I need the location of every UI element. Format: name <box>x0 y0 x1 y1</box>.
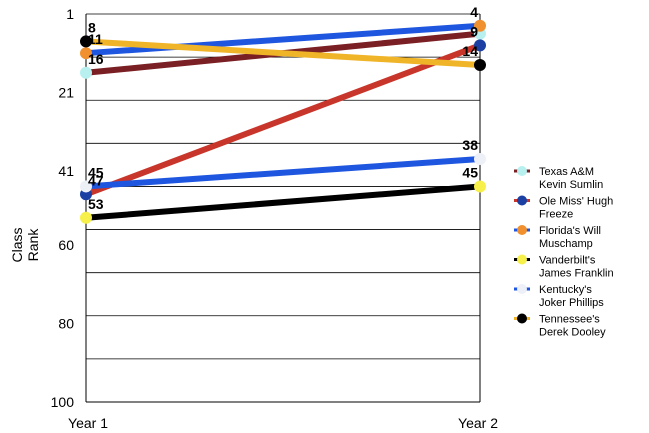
legend-label: Kentucky's <box>539 284 592 296</box>
grid-lines <box>86 13 481 403</box>
data-point <box>474 39 486 52</box>
legend-marker-swatch <box>517 313 527 324</box>
legend-label: Joker Phillips <box>539 297 604 309</box>
x-tick-label: Year 2 <box>458 415 498 431</box>
data-label: 8 <box>88 19 96 35</box>
y-tick-label: 80 <box>58 316 74 332</box>
x-tick-label: Year 1 <box>68 415 108 431</box>
data-point <box>80 47 92 60</box>
legend-label: Derek Dooley <box>539 327 606 339</box>
data-label: 9 <box>470 23 478 39</box>
data-label: 4 <box>470 4 478 20</box>
legend-label: Florida's Will <box>539 225 601 237</box>
y-tick-label: 1 <box>66 6 74 22</box>
axes <box>85 14 480 403</box>
series-markers <box>80 19 486 224</box>
data-point <box>80 180 92 193</box>
y-axis-label-line: Class <box>9 227 25 262</box>
legend-label: Muschamp <box>539 238 593 250</box>
data-label: 16 <box>88 51 104 67</box>
y-tick-label: 41 <box>58 163 74 179</box>
legend-label: James Franklin <box>539 268 614 280</box>
series-line <box>83 183 483 221</box>
data-point <box>474 58 486 71</box>
data-point <box>80 35 92 48</box>
data-label: 45 <box>88 164 104 180</box>
series-line <box>83 22 483 57</box>
y-tick-label: 21 <box>58 84 74 100</box>
series-line <box>83 156 483 190</box>
data-label: 45 <box>462 164 478 180</box>
series-line <box>83 38 483 68</box>
data-label: 11 <box>88 31 103 47</box>
data-point <box>474 153 486 166</box>
legend-label: Texas A&M <box>539 166 594 178</box>
legend-label: Freeze <box>539 209 573 221</box>
data-point <box>80 211 92 224</box>
y-axis-label-line: Rank <box>25 228 41 262</box>
series-line <box>83 42 483 198</box>
legend-marker-swatch <box>517 166 527 176</box>
series-lines <box>83 22 483 221</box>
legend-label: Tennessee's <box>539 314 600 326</box>
data-label: 14 <box>462 43 478 59</box>
data-point <box>80 66 92 79</box>
y-axis-label: Class Rank <box>9 227 41 262</box>
y-tick-label: 60 <box>58 237 74 253</box>
legend-label: Vanderbilt's <box>539 255 596 267</box>
y-tick-labels: 1 21 41 60 80 100 <box>51 6 75 410</box>
y-axis-title: Class Rank <box>9 227 41 262</box>
legend-marker-swatch <box>517 284 527 294</box>
legend-label: Kevin Sumlin <box>539 179 603 191</box>
data-label: 38 <box>462 137 478 153</box>
data-point <box>474 19 486 32</box>
legend-marker-swatch <box>517 195 527 206</box>
data-label: 47 <box>88 172 104 188</box>
x-tick-labels: Year 1 Year 2 <box>68 415 498 431</box>
y-tick-label: 100 <box>51 394 75 410</box>
legend-label: Ole Miss' Hugh <box>539 196 613 208</box>
data-point <box>474 180 486 193</box>
data-labels: 16 47 9 11 4 53 45 45 38 8 14 <box>88 4 478 212</box>
legend-marker-swatch <box>517 254 527 265</box>
data-label: 53 <box>88 196 104 212</box>
legend-marker-swatch <box>517 225 527 235</box>
